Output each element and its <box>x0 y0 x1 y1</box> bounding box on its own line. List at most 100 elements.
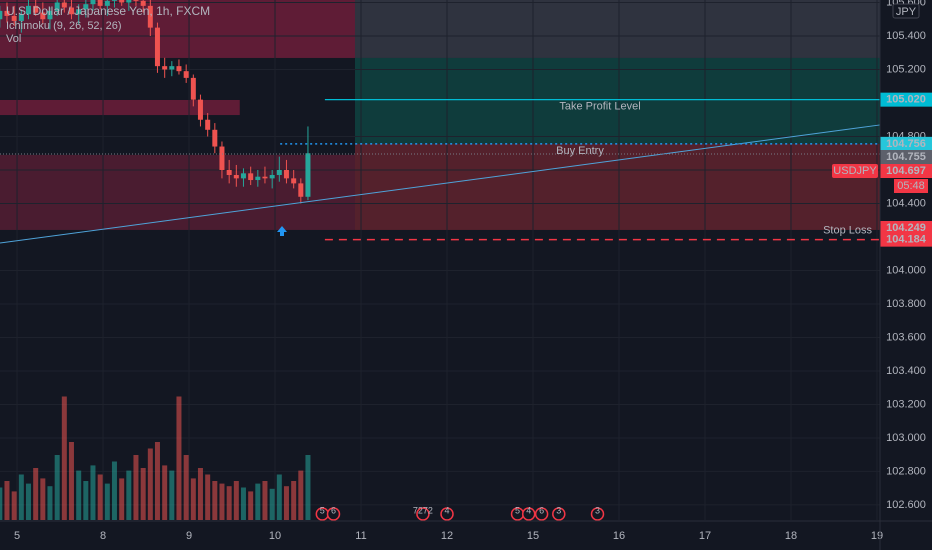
candle-body <box>111 0 117 1</box>
event-label: 5 <box>320 505 325 515</box>
volume-bar <box>233 481 239 520</box>
volume-bar <box>283 486 289 520</box>
volume-bar <box>25 483 31 520</box>
price-tag-label: 104.756 <box>886 138 926 150</box>
event-icon <box>590 507 605 521</box>
x-tick-label: 11 <box>355 530 366 542</box>
candle-body <box>169 66 175 70</box>
candle-body <box>25 5 31 15</box>
volume-bar <box>111 461 117 520</box>
candle-body <box>83 4 89 10</box>
trend-line <box>0 124 881 244</box>
level-name: Take Profit Level <box>559 101 640 113</box>
price-tag <box>880 150 932 164</box>
volume-bar <box>269 488 275 520</box>
candle-body <box>47 10 53 20</box>
volume-bar <box>212 481 218 520</box>
event-label: 3 <box>595 505 600 515</box>
x-tick-label: 9 <box>186 530 192 542</box>
y-tick-label: 105.400 <box>886 30 926 42</box>
x-tick-label: 10 <box>269 530 281 542</box>
price-tag <box>880 221 932 235</box>
zone <box>354 143 880 230</box>
candle-body <box>154 27 160 67</box>
y-tick-label: 103.800 <box>886 298 926 310</box>
candle-body <box>176 66 182 72</box>
event-icon <box>521 507 536 521</box>
candle-body <box>68 7 74 15</box>
candle-body <box>262 176 268 179</box>
volume-bar <box>119 478 125 520</box>
x-tick-label: 17 <box>699 530 711 542</box>
x-tick-label: 5 <box>14 530 20 542</box>
volume-bar <box>68 442 74 520</box>
candle-body <box>76 9 82 15</box>
volume-bar <box>147 448 153 520</box>
y-tick-label: 102.800 <box>886 465 926 477</box>
buy-arrow <box>277 226 287 236</box>
currency-label: JPY <box>896 6 917 18</box>
event-label: 5 <box>515 505 520 515</box>
volume-bar <box>83 481 89 520</box>
volume-bar <box>47 486 53 520</box>
indicator-label: Ichimoku (9, 26, 52, 26) <box>6 20 122 32</box>
volume-bar <box>126 470 132 520</box>
level-name: Buy Entry <box>556 145 604 157</box>
volume-bar <box>219 483 225 520</box>
x-tick-label: 12 <box>441 530 453 542</box>
volume-bar <box>97 474 103 520</box>
candle-body <box>18 14 24 21</box>
event-icon <box>416 507 430 521</box>
price-tag <box>880 232 932 247</box>
volume-bar <box>4 481 10 520</box>
x-tick-label: 18 <box>785 530 797 542</box>
volume-bar <box>61 396 67 520</box>
y-tick-label: 104.000 <box>886 264 926 276</box>
volume-bar <box>104 483 110 520</box>
volume-bar <box>154 442 160 520</box>
price-tag <box>880 136 932 151</box>
volume-bar <box>33 468 39 520</box>
price-tag-label: 104.184 <box>886 234 927 246</box>
volume-bar <box>76 470 82 520</box>
volume-bar <box>255 483 261 520</box>
candle-body <box>183 71 189 78</box>
volume-bar <box>298 470 304 520</box>
candle-body <box>205 119 211 130</box>
candle-body <box>126 0 132 3</box>
volume-bar <box>133 455 139 520</box>
chart-title: U.S. Dollar / Japanese Yen, 1h, FXCM <box>6 4 210 18</box>
zone <box>354 57 880 144</box>
countdown-label: 05:48 <box>897 180 925 192</box>
candle-body <box>140 0 146 6</box>
volume-bar <box>276 474 282 520</box>
volume-bar <box>11 491 17 520</box>
candle-body <box>197 99 203 120</box>
y-tick-label: 103.000 <box>886 432 926 444</box>
volume-bar <box>90 465 96 520</box>
candle-body <box>147 5 153 28</box>
candle-body <box>233 175 239 179</box>
volume-bar <box>240 487 246 520</box>
candle-body <box>33 5 39 13</box>
zone <box>0 154 355 230</box>
volume-bar <box>18 474 24 520</box>
volume-bar <box>176 396 182 520</box>
x-tick-label: 8 <box>100 530 106 542</box>
volume-bar <box>248 491 254 520</box>
symbol-tag <box>832 164 878 178</box>
event-icon <box>534 507 549 521</box>
candle-body <box>291 178 297 184</box>
event-label: 7272 <box>413 505 433 515</box>
level-name: Stop Loss <box>823 225 872 237</box>
y-tick-label: 102.600 <box>886 499 926 511</box>
candle-body <box>162 66 168 70</box>
candle-body <box>90 0 96 5</box>
candle-body <box>226 169 232 176</box>
volume-bar <box>0 487 3 520</box>
volume-bar <box>262 481 268 520</box>
event-icon <box>440 507 454 521</box>
candle-body <box>0 10 3 20</box>
volume-bar <box>162 465 168 520</box>
